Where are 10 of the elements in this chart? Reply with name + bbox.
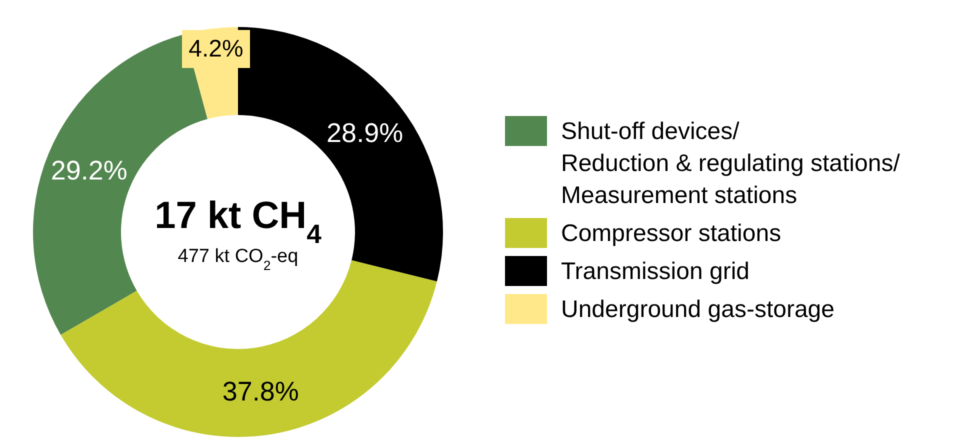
text: 477 kt CO$_{2}$-eq	[178, 246, 298, 272]
legend-label: Underground gas-storage	[561, 295, 835, 325]
data-label: 37.8%	[222, 376, 299, 406]
data-label: 28.9%	[326, 118, 404, 148]
data-label: 29.2%	[50, 156, 128, 186]
legend-label: Compressor stations	[561, 219, 782, 249]
legend-label: Shut-off devices/ Reduction & regulating stations/ Measurement stations	[561, 117, 900, 211]
legend-label: Transmission grid	[561, 257, 750, 287]
text: 17 kt CH$_{4}$	[154, 195, 322, 249]
data-label: 4.2%	[188, 36, 244, 62]
